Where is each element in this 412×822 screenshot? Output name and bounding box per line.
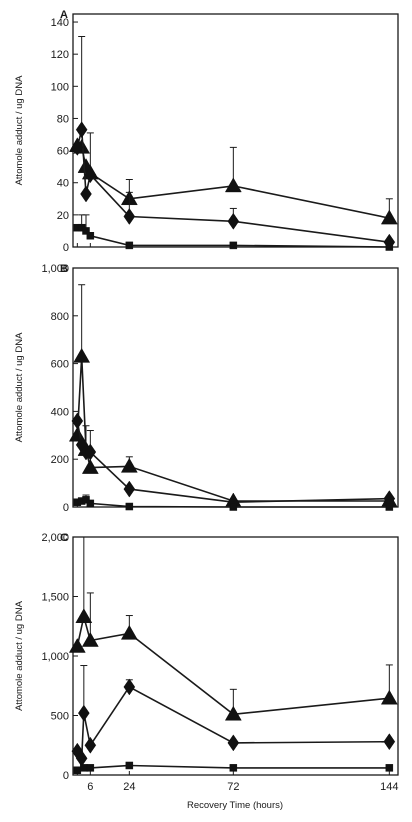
y-tick-label: 800 <box>51 311 69 323</box>
series-line <box>76 420 390 504</box>
square-point <box>229 764 238 772</box>
y-tick-label: 80 <box>57 113 69 125</box>
triangle-point <box>120 457 138 473</box>
y-tick-label: 0 <box>63 242 69 254</box>
diamond-point <box>71 412 84 430</box>
diamond-point <box>383 733 396 751</box>
square-point <box>385 503 394 511</box>
triangle-point <box>73 347 91 363</box>
diamond-point <box>227 734 240 752</box>
y-tick-label: 140 <box>51 17 69 29</box>
plot-frame <box>72 13 399 248</box>
diamond-point <box>75 121 88 139</box>
square-point <box>86 232 95 240</box>
y-tick-label: 1,000 <box>41 263 69 275</box>
panel-letter: A <box>60 9 68 21</box>
square-point <box>86 499 95 508</box>
y-tick-label: 60 <box>57 146 69 158</box>
panel-b: B 0 200 400 600 800 1,000 Attomole adduct / ug … <box>14 263 399 514</box>
triangle-point <box>224 177 242 193</box>
y-tick-label: 100 <box>51 81 69 93</box>
triangle-point <box>81 459 99 474</box>
panel-letter: B <box>60 263 68 275</box>
series-diamond <box>71 665 396 767</box>
diamond-point <box>71 138 84 156</box>
diamond-point <box>123 480 136 498</box>
panel-c: C 0 500 1,000 1,500 2,000 6 24 72 144 Attomole add… <box>14 532 399 793</box>
x-tick-label: 72 <box>227 781 239 793</box>
x-tick-label: 6 <box>87 781 93 793</box>
y-axis-label: Attomole adduct / ug DNA <box>14 332 25 442</box>
y-tick-label: 40 <box>57 178 69 190</box>
series-square <box>73 761 394 774</box>
y-tick-label: 400 <box>51 406 69 418</box>
square-point <box>125 761 134 770</box>
y-tick-label: 0 <box>63 502 69 514</box>
diamond-point <box>123 208 136 225</box>
square-point <box>82 227 90 235</box>
diamond-point <box>80 185 92 203</box>
diamond-point <box>84 166 97 184</box>
square-point <box>385 243 394 251</box>
square-point <box>86 764 95 772</box>
y-tick-label: 600 <box>51 359 69 371</box>
y-tick-label: 120 <box>51 49 69 61</box>
square-point <box>125 241 134 250</box>
series-triangle <box>68 536 398 721</box>
series-square <box>73 494 394 511</box>
triangle-point <box>380 689 398 705</box>
series-line <box>76 356 390 502</box>
y-tick-label: 0 <box>63 770 69 782</box>
series-diamond <box>71 35 396 251</box>
triangle-point <box>380 209 398 225</box>
diamond-point <box>84 736 97 754</box>
diamond-point <box>84 443 97 461</box>
diamond-point <box>123 678 136 696</box>
y-tick-label: 20 <box>57 210 69 222</box>
triangle-point <box>68 637 86 653</box>
triangle-point <box>81 632 99 647</box>
diamond-point <box>78 704 90 722</box>
diamond-point <box>227 212 240 230</box>
triangle-point <box>224 705 242 721</box>
panel-letter: C <box>60 532 68 544</box>
square-point <box>73 766 82 774</box>
y-tick-label: 1,500 <box>41 592 69 604</box>
square-point <box>229 241 238 250</box>
y-axis-label: Attomole adduct / ug DNA <box>14 75 25 185</box>
square-point <box>125 502 134 511</box>
y-tick-label: 500 <box>51 711 69 723</box>
x-tick-label: 144 <box>380 781 398 793</box>
x-tick-label: 24 <box>123 781 135 793</box>
y-tick-label: 2,000 <box>41 532 69 544</box>
triangle-point <box>120 624 138 640</box>
triangle-point <box>75 608 93 623</box>
series-diamond <box>71 412 396 511</box>
panel-a: A 0 20 40 60 80 100 120 140 Attomole adduct / ug … <box>14 9 399 254</box>
y-tick-label: 1,000 <box>41 651 69 663</box>
x-axis-label: Recovery Time (hours) <box>187 800 283 811</box>
square-point <box>385 764 394 772</box>
series-triangle <box>68 284 398 508</box>
y-axis-label: Attomole adduct / ug DNA <box>14 600 25 710</box>
series-square <box>73 214 394 251</box>
square-point <box>80 764 88 772</box>
y-tick-label: 200 <box>51 454 69 466</box>
square-point <box>229 503 238 511</box>
